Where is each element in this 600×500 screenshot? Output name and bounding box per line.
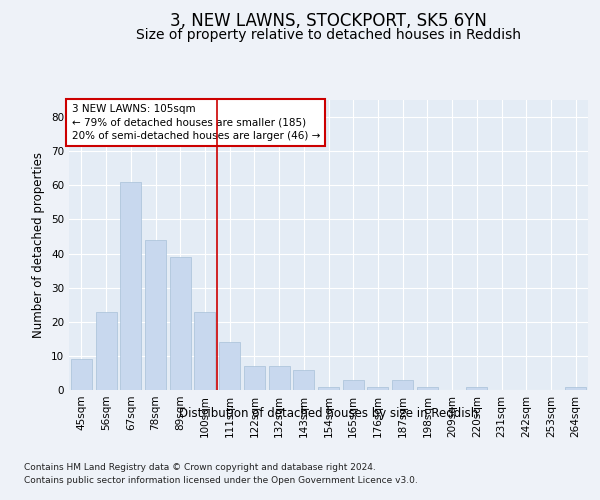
Bar: [318, 386, 339, 390]
Text: Distribution of detached houses by size in Reddish: Distribution of detached houses by size …: [179, 408, 478, 420]
Bar: [120, 182, 141, 390]
Text: Contains public sector information licensed under the Open Government Licence v3: Contains public sector information licen…: [24, 476, 418, 485]
Text: Size of property relative to detached houses in Reddish: Size of property relative to detached ho…: [136, 28, 521, 42]
Text: 3, NEW LAWNS, STOCKPORT, SK5 6YN: 3, NEW LAWNS, STOCKPORT, SK5 6YN: [170, 12, 487, 30]
Bar: [71, 360, 92, 390]
Bar: [565, 386, 586, 390]
Text: 3 NEW LAWNS: 105sqm
← 79% of detached houses are smaller (185)
20% of semi-detac: 3 NEW LAWNS: 105sqm ← 79% of detached ho…: [71, 104, 320, 141]
Y-axis label: Number of detached properties: Number of detached properties: [32, 152, 46, 338]
Bar: [293, 370, 314, 390]
Bar: [367, 386, 388, 390]
Bar: [392, 380, 413, 390]
Bar: [244, 366, 265, 390]
Bar: [417, 386, 438, 390]
Bar: [194, 312, 215, 390]
Text: Contains HM Land Registry data © Crown copyright and database right 2024.: Contains HM Land Registry data © Crown c…: [24, 462, 376, 471]
Bar: [170, 257, 191, 390]
Bar: [219, 342, 240, 390]
Bar: [95, 312, 116, 390]
Bar: [145, 240, 166, 390]
Bar: [343, 380, 364, 390]
Bar: [269, 366, 290, 390]
Bar: [466, 386, 487, 390]
